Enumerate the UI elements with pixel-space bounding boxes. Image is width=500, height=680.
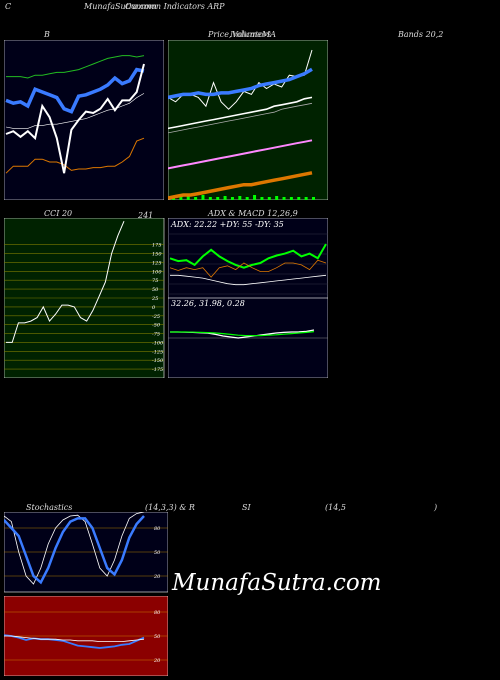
macd-chart: 32.26, 31.98, 0.28 [168,298,328,378]
price-overlay-b: Indicators [230,30,272,39]
bollinger-price-line [5,63,145,174]
cci-tick-label: 50 [152,287,159,293]
price-overlay-a: Volume [232,30,262,39]
cci-tick-label: 25 [151,296,158,302]
cci-title: CCI 20 [44,209,73,218]
volume-bar [208,197,212,200]
cci-tick-label: -125 [152,349,163,355]
cci-chart: 175 150 125 100 75 50 25 0 -25 -50 -75 -100 -125 -150… [4,218,165,378]
rsi-tick-label: 50 [154,634,161,640]
stochastics-chart: 80 50 20 [4,512,168,593]
bands-right-label: Bands 20,2 [398,30,444,39]
rsi-ma-line [4,635,145,642]
rsi-params: (14,5 [325,503,346,512]
volume-bar [186,196,190,200]
price-ma-white-line [168,96,313,130]
volume-bar [245,197,249,200]
volume-bar [253,195,257,200]
volume-bar [201,195,205,200]
adx-macd-title: ADX & MACD 12,26,9 [208,209,298,218]
adx-chart: ADX: 22.22 +DY: 55 -DY: 35 [168,218,328,298]
price-title: Price, [208,30,232,39]
stoch-d-line [4,515,145,585]
rsi-tick-label: 20 [153,658,161,664]
rsi-line [4,634,145,649]
stoch-k-line [4,512,145,585]
volume-bar [304,197,308,200]
volume-bar [267,197,271,200]
volume-bar [289,197,293,200]
minus-di-line [169,259,327,278]
volume-bar [238,196,242,200]
bollinger-chart [4,40,164,200]
stoch-tick-label: 80 [154,526,161,532]
stoch-tick-label: 20 [153,574,161,580]
header-site[interactable]: MunafaSutra.com [84,2,157,11]
volume-bar [312,197,315,200]
cci-tick-label: 100 [152,269,162,275]
volume-bar [275,196,279,200]
price-ma-orange-line [168,171,313,200]
cci-line [6,221,125,343]
rsi-title: SI [242,503,251,512]
volume-bar [216,197,220,200]
bollinger-middle-line [5,67,145,114]
volume-bar [194,197,198,200]
adx-readout: ADX: 22.22 +DY: 55 -DY: 35 [170,220,284,229]
cci-tick-label: 175 [152,243,162,249]
macd-readout: 32.26, 31.98, 0.28 [171,299,245,308]
cci-tick-label: 125 [152,260,162,266]
cci-tick-label: -175 [152,367,163,373]
volume-bar [260,197,264,200]
bollinger-lower-line [5,137,145,174]
volume-bar [179,197,183,200]
bollinger-mid-thin-line [5,93,145,129]
macd-signal-line [170,331,315,337]
header-c: C [5,2,12,11]
price-ma-label: MA [262,30,276,39]
price-ma-gray-line [168,102,313,134]
rsi-close: ) [434,503,438,512]
cci-tick-label: 150 [152,252,162,258]
rsi-tick-label: 80 [154,610,161,616]
watermark: MunafaSutra.com [172,570,382,596]
header-overlay: Common Indicators ARP [125,2,225,11]
cci-value: 241 [138,211,154,220]
volume-bar [282,197,286,200]
cci-tick-label: -75 [152,332,160,338]
price-ma-chart [168,40,328,200]
bollinger-upper-line [6,55,145,79]
stoch-title: Stochastics [26,503,73,512]
cci-tick-label: -50 [152,323,161,329]
cci-tick-label: -100 [152,340,164,346]
rsi-chart: 80 50 20 [4,596,168,676]
stoch-tick-label: 50 [154,550,161,556]
volume-bar [297,197,301,200]
plus-di-line [169,243,327,269]
price-ma-blue-line [168,67,313,100]
volume-bar [223,196,227,200]
stoch-params: (14,3,3) & R [145,503,195,512]
adx-line [170,274,327,286]
cci-tick-label: -25 [152,314,160,320]
cci-tick-label: 75 [152,278,158,284]
volume-bar [230,197,234,200]
cci-tick-label: -150 [152,358,164,364]
cci-tick-label: 0 [152,305,156,311]
price-ma-pink-line [168,139,313,170]
bands-title: B [44,30,50,39]
